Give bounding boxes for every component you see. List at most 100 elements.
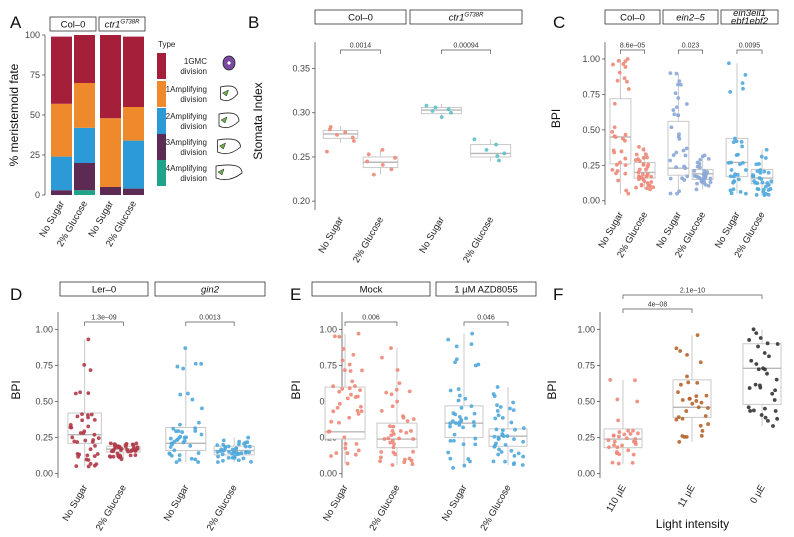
panel-A-legend-title: Type	[158, 40, 176, 49]
panel-A-legend-label-line2: division	[180, 67, 207, 76]
panel-F-data-point	[678, 349, 683, 353]
panel-E-significance-bracket	[344, 321, 398, 326]
panel-E-data-point	[448, 388, 453, 393]
panel-C-data-point	[612, 125, 617, 130]
panel-D-data-point	[112, 446, 117, 451]
panel-E-data-point	[397, 381, 402, 386]
panel-F-data-point	[686, 380, 691, 385]
panel-F-data-point	[690, 401, 695, 406]
panel-F-data-point	[616, 418, 621, 423]
panel-F-data-point	[767, 354, 771, 359]
panel-F-data-point	[631, 428, 635, 433]
panel-C-data-point	[728, 174, 733, 179]
panel-E-data-point	[388, 440, 393, 445]
panel-C-p-value: 0.023	[682, 43, 700, 50]
panel-C-data-point	[757, 176, 762, 180]
panel-D-facet-label: gin2	[201, 285, 220, 296]
panel-E-data-point	[411, 449, 415, 454]
panel-C-data-point	[672, 112, 677, 117]
panel-A-facet-strip	[98, 16, 146, 32]
panel-E-data-point	[329, 454, 333, 458]
panel-C-data-point	[704, 171, 709, 176]
panel-E-data-point	[513, 427, 517, 432]
panel-C-data-point	[759, 154, 764, 159]
panel-D-y-tick-label: 0.00	[35, 469, 53, 479]
panel-C-data-point	[733, 172, 737, 177]
panel-F-data-point	[687, 396, 692, 401]
panel-E-data-point	[347, 386, 352, 391]
panel-D-data-point	[75, 451, 80, 456]
meristemoid-icon	[220, 116, 228, 124]
panel-E-data-point	[520, 463, 525, 467]
panel-E-data-point	[457, 415, 462, 419]
panel-C-data-point	[677, 79, 682, 84]
panel-E-data-point	[331, 409, 336, 414]
panel-E-data-point	[337, 401, 342, 406]
panel-D-data-point	[108, 454, 113, 459]
panel-E-data-point	[403, 457, 407, 462]
panel-E-data-point	[411, 417, 416, 422]
panel-C-data-point	[728, 188, 733, 193]
panel-C-data-point	[671, 153, 676, 157]
panel-D-data-point	[237, 439, 242, 444]
panel-D-data-point	[124, 442, 129, 446]
panel-D-data-point	[82, 362, 87, 367]
panel-A-bar-segment	[51, 190, 72, 195]
panel-B-y-tick-label: 0.20	[292, 196, 310, 206]
panel-B-y-axis-label: Stomata Index	[251, 82, 265, 159]
panel-E-data-point	[379, 408, 384, 413]
panel-E-x-category-label: 2% Glucose	[478, 483, 513, 533]
panel-F-data-point	[762, 351, 767, 355]
panel-E-data-point	[391, 442, 396, 446]
panel-E-data-point	[492, 434, 497, 439]
panel-D-y-tick-label: 0.25	[35, 433, 53, 443]
panel-C-data-point	[641, 147, 646, 152]
panel-C-data-point	[623, 156, 628, 161]
panel-C-data-point	[683, 153, 688, 158]
panel-C-data-point	[677, 132, 681, 137]
panel-E-data-point	[378, 459, 382, 464]
panel-C-facet-label: ein2–5	[676, 13, 705, 24]
panel-F-data-point	[765, 371, 769, 376]
panel-D-data-point	[171, 426, 176, 431]
panel-B-p-value: 0.0014	[350, 43, 372, 50]
panel-C-y-tick-label: 0.00	[582, 196, 600, 206]
panel-D-data-point	[83, 438, 88, 443]
panel-A-legend-swatch	[157, 81, 166, 107]
panel-C-data-point	[755, 187, 760, 191]
panel-C-box	[667, 120, 690, 176]
panel-D-data-point	[220, 452, 225, 457]
panel-F-data-point	[674, 417, 679, 422]
panel-D-data-point	[86, 424, 91, 429]
panel-C-data-point	[738, 162, 742, 167]
panel-D-data-point	[180, 430, 184, 434]
panel-B-data-point	[484, 147, 489, 152]
panel-C-data-point	[737, 177, 741, 182]
panel-E-data-point	[397, 436, 401, 441]
panel-E-data-point	[499, 450, 504, 454]
panel-F-data-point	[680, 416, 685, 421]
panel-B-letter: B	[248, 13, 259, 32]
panel-E-data-point	[453, 421, 458, 426]
panel-F-data-point	[763, 406, 767, 411]
panel-F-data-point	[774, 377, 779, 382]
panel-A-bar-segment	[74, 190, 95, 195]
panel-C-data-point	[766, 188, 771, 192]
panel-C-facet-strip	[720, 9, 779, 25]
panel-F-data-point	[626, 428, 631, 433]
panel-F-data-point	[694, 399, 699, 403]
panel-E-data-point	[358, 388, 362, 393]
panel-C-p-value: 0.0095	[739, 43, 761, 50]
panel-A-facet-label-sup: G738R	[120, 20, 140, 26]
panel-E-data-point	[456, 398, 461, 403]
panel-E-significance-bracket	[463, 321, 509, 326]
panel-E-data-point	[384, 390, 389, 395]
panel-E-data-point	[356, 331, 361, 336]
panel-C-data-point	[615, 78, 620, 83]
panel-C-y-tick-label: 0.75	[582, 89, 600, 99]
panel-F-data-point	[754, 331, 759, 336]
panel-D-data-point	[86, 464, 91, 469]
panel-E-data-point	[359, 409, 364, 414]
panel-C-data-point	[645, 186, 649, 191]
